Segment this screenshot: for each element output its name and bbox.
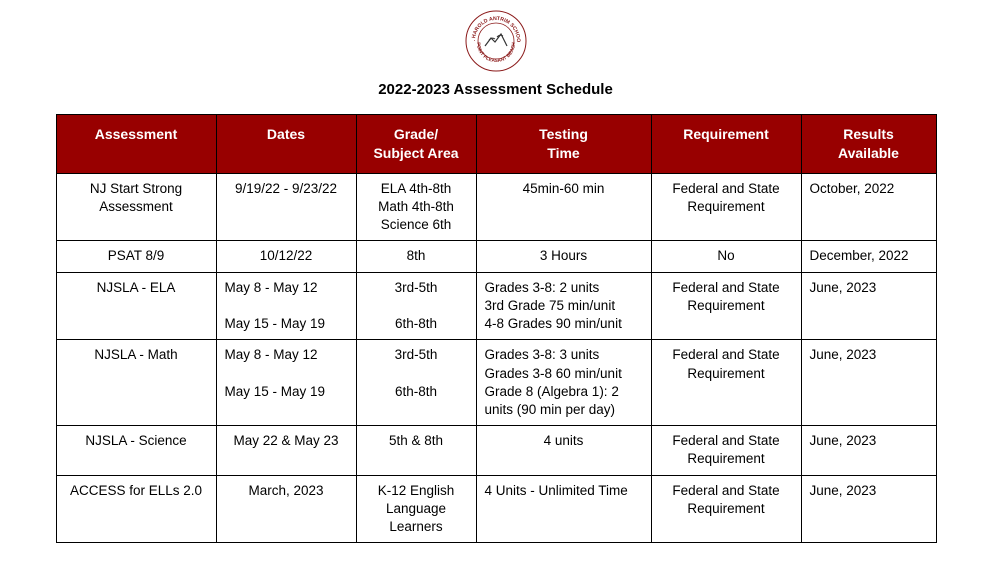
table-body: NJ Start Strong Assessment9/19/22 - 9/23… (56, 173, 936, 543)
logo-container: G. HAROLD ANTRIM SCHOOL POINT PLEASANT B… (0, 10, 991, 77)
cell-dates: 9/19/22 - 9/23/22 (216, 173, 356, 241)
cell-requirement: Federal and State Requirement (651, 340, 801, 426)
cell-grade: 5th & 8th (356, 426, 476, 475)
school-logo: G. HAROLD ANTRIM SCHOOL POINT PLEASANT B… (465, 10, 527, 72)
cell-assessment: PSAT 8/9 (56, 241, 216, 272)
cell-requirement: Federal and State Requirement (651, 426, 801, 475)
cell-dates: May 22 & May 23 (216, 426, 356, 475)
cell-testing: 3 Hours (476, 241, 651, 272)
cell-requirement: No (651, 241, 801, 272)
col-assessment: Assessment (56, 115, 216, 174)
assessment-table-container: Assessment Dates Grade/ Subject Area Tes… (56, 114, 936, 543)
cell-assessment: NJSLA - ELA (56, 272, 216, 340)
cell-testing: 4 units (476, 426, 651, 475)
col-testing: Testing Time (476, 115, 651, 174)
cell-grade: ELA 4th-8th Math 4th-8th Science 6th (356, 173, 476, 241)
cell-testing: 45min-60 min (476, 173, 651, 241)
cell-dates: March, 2023 (216, 475, 356, 543)
cell-results: June, 2023 (801, 340, 936, 426)
cell-assessment: ACCESS for ELLs 2.0 (56, 475, 216, 543)
cell-grade: K-12 English Language Learners (356, 475, 476, 543)
cell-testing: 4 Units - Unlimited Time (476, 475, 651, 543)
cell-testing: Grades 3-8: 3 units Grades 3-8 60 min/un… (476, 340, 651, 426)
assessment-table: Assessment Dates Grade/ Subject Area Tes… (56, 114, 937, 543)
cell-grade: 3rd-5th 6th-8th (356, 340, 476, 426)
cell-results: June, 2023 (801, 426, 936, 475)
table-row: PSAT 8/910/12/228th3 HoursNoDecember, 20… (56, 241, 936, 272)
page-title: 2022-2023 Assessment Schedule (0, 81, 991, 98)
cell-dates: May 8 - May 12 May 15 - May 19 (216, 340, 356, 426)
cell-results: June, 2023 (801, 475, 936, 543)
cell-requirement: Federal and State Requirement (651, 272, 801, 340)
col-grade: Grade/ Subject Area (356, 115, 476, 174)
cell-assessment: NJSLA - Math (56, 340, 216, 426)
cell-results: December, 2022 (801, 241, 936, 272)
cell-results: October, 2022 (801, 173, 936, 241)
cell-grade: 8th (356, 241, 476, 272)
table-header: Assessment Dates Grade/ Subject Area Tes… (56, 115, 936, 174)
cell-dates: May 8 - May 12 May 15 - May 19 (216, 272, 356, 340)
col-dates: Dates (216, 115, 356, 174)
cell-dates: 10/12/22 (216, 241, 356, 272)
table-row: NJ Start Strong Assessment9/19/22 - 9/23… (56, 173, 936, 241)
table-row: NJSLA - ELAMay 8 - May 12 May 15 - May 1… (56, 272, 936, 340)
table-row: ACCESS for ELLs 2.0March, 2023K-12 Engli… (56, 475, 936, 543)
table-row: NJSLA - MathMay 8 - May 12 May 15 - May … (56, 340, 936, 426)
cell-testing: Grades 3-8: 2 units 3rd Grade 75 min/uni… (476, 272, 651, 340)
col-requirement: Requirement (651, 115, 801, 174)
table-row: NJSLA - ScienceMay 22 & May 235th & 8th4… (56, 426, 936, 475)
cell-requirement: Federal and State Requirement (651, 173, 801, 241)
cell-assessment: NJSLA - Science (56, 426, 216, 475)
col-results: Results Available (801, 115, 936, 174)
cell-requirement: Federal and State Requirement (651, 475, 801, 543)
cell-grade: 3rd-5th 6th-8th (356, 272, 476, 340)
cell-assessment: NJ Start Strong Assessment (56, 173, 216, 241)
cell-results: June, 2023 (801, 272, 936, 340)
